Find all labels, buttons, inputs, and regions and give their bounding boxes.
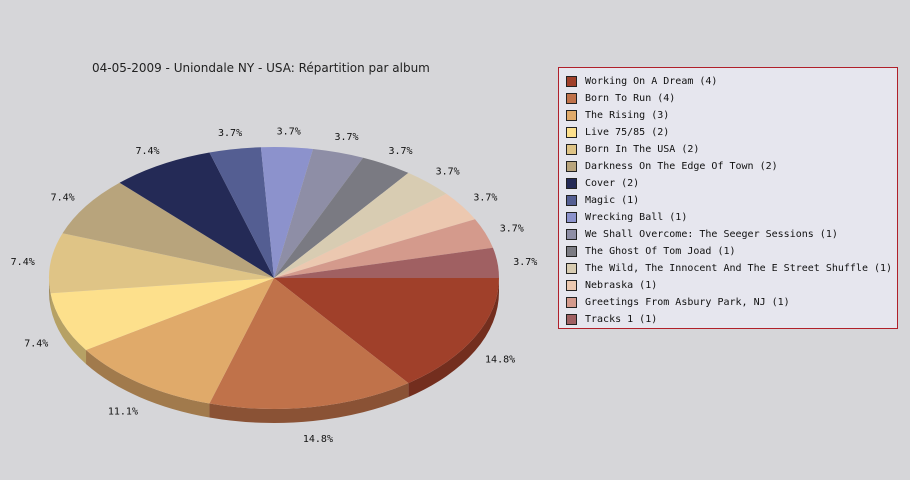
legend-item: Magic (1) (559, 192, 897, 209)
slice-percent-label: 7.4% (135, 146, 159, 157)
legend-item: The Wild, The Innocent And The E Street … (559, 260, 897, 277)
legend-label: Born In The USA (2) (585, 144, 700, 155)
pie-slice-side (209, 383, 409, 423)
slice-percent-label: 3.7% (388, 146, 412, 157)
legend-label: The Ghost Of Tom Joad (1) (585, 246, 736, 257)
legend-item: Wrecking Ball (1) (559, 209, 897, 226)
legend-label: Greetings From Asbury Park, NJ (1) (585, 297, 790, 308)
legend: Working On A Dream (4) Born To Run (4) The… (558, 67, 898, 329)
slice-percent-label: 3.7% (473, 193, 497, 204)
slice-percent-label: 14.8% (303, 434, 333, 445)
legend-label: Darkness On The Edge Of Town (2) (585, 161, 778, 172)
legend-swatch (566, 110, 577, 121)
slice-percent-label: 7.4% (24, 339, 48, 350)
legend-swatch (566, 280, 577, 291)
legend-swatch (566, 161, 577, 172)
legend-swatch (566, 144, 577, 155)
legend-item: We Shall Overcome: The Seeger Sessions (… (559, 226, 897, 243)
pie-slice (119, 152, 274, 278)
legend-swatch (566, 212, 577, 223)
pie-slice (209, 147, 274, 278)
pie-slice (274, 193, 476, 278)
legend-item: The Rising (3) (559, 107, 897, 124)
slice-percent-label: 3.7% (513, 257, 537, 268)
slice-percent-label: 7.4% (11, 257, 35, 268)
slice-percent-label: 7.4% (51, 193, 75, 204)
pie-slice (48, 233, 274, 294)
legend-item: Live 75/85 (2) (559, 124, 897, 141)
legend-swatch (566, 93, 577, 104)
pie-slice (62, 182, 275, 278)
legend-item: Darkness On The Edge Of Town (2) (559, 158, 897, 175)
pie-slice (86, 278, 274, 404)
legend-swatch (566, 314, 577, 325)
legend-label: Born To Run (4) (585, 93, 676, 104)
legend-label: Live 75/85 (2) (585, 127, 670, 138)
chart-title: 04-05-2009 - Uniondale NY - USA: Réparti… (92, 61, 430, 75)
legend-label: We Shall Overcome: The Seeger Sessions (… (585, 229, 838, 240)
slice-percent-label: 3.7% (218, 128, 242, 139)
pie-slice (274, 172, 447, 278)
pie-slice (209, 278, 409, 409)
legend-item: Born To Run (4) (559, 90, 897, 107)
legend-label: Cover (2) (585, 178, 640, 189)
slice-percent-label: 3.7% (277, 126, 301, 137)
pie-slice (274, 219, 493, 278)
legend-item: Working On A Dream (4) (559, 73, 897, 90)
pie-percent-labels: 14.8% 14.8% 11.1% 7.4% 7.4% 7.4% 7.4% 3.7% 3.7% 3… (11, 126, 538, 445)
legend-item: Cover (2) (559, 175, 897, 192)
pie-slices (48, 147, 499, 409)
legend-swatch (566, 76, 577, 87)
legend-swatch (566, 195, 577, 206)
pie-slice (260, 147, 314, 278)
legend-label: The Wild, The Innocent And The E Street … (585, 263, 893, 274)
legend-swatch (566, 263, 577, 274)
pie-slice (274, 247, 499, 278)
legend-label: Wrecking Ball (1) (585, 212, 688, 223)
legend-item: Greetings From Asbury Park, NJ (1) (559, 294, 897, 311)
legend-item: Born In The USA (2) (559, 141, 897, 158)
pie-slice-side (408, 278, 499, 398)
legend-item: The Ghost Of Tom Joad (1) (559, 243, 897, 260)
legend-item: Nebraska (1) (559, 277, 897, 294)
legend-item: Tracks 1 (1) (559, 311, 897, 328)
pie-slice-side (50, 293, 87, 364)
legend-swatch (566, 297, 577, 308)
legend-swatch (566, 246, 577, 257)
slice-percent-label: 3.7% (335, 132, 359, 143)
legend-label: Working On A Dream (4) (585, 76, 718, 87)
legend-label: Nebraska (1) (585, 280, 658, 291)
slice-percent-label: 11.1% (108, 407, 138, 418)
legend-label: Magic (1) (585, 195, 640, 206)
legend-swatch (566, 229, 577, 240)
slice-percent-label: 3.7% (436, 166, 460, 177)
slice-percent-label: 14.8% (485, 354, 515, 365)
legend-swatch (566, 178, 577, 189)
legend-label: The Rising (3) (585, 110, 670, 121)
pie-slice (274, 157, 409, 278)
pie-slice (274, 278, 499, 384)
pie-side-walls (49, 278, 499, 423)
pie-slice-side (49, 278, 51, 308)
pie-slice-side (86, 349, 210, 418)
legend-label: Tracks 1 (1) (585, 314, 658, 325)
pie-slice (274, 148, 364, 278)
pie-slice (50, 278, 275, 350)
slice-percent-label: 3.7% (500, 223, 524, 234)
legend-swatch (566, 127, 577, 138)
